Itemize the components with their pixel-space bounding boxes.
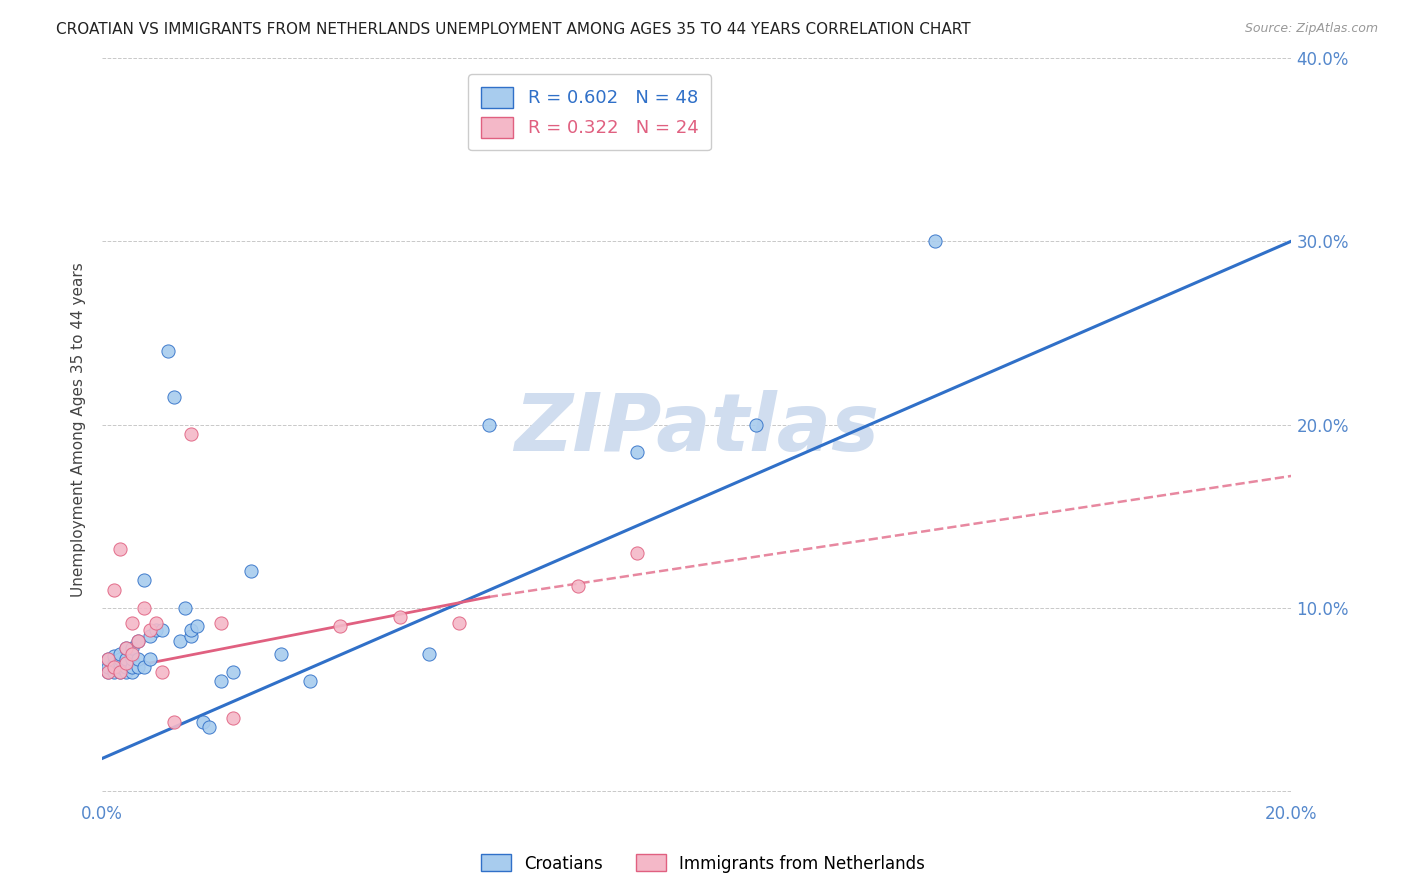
Point	[115, 656, 138, 670]
Point	[924, 234, 946, 248]
Point	[162, 390, 184, 404]
Point	[180, 426, 202, 441]
Point	[145, 623, 167, 637]
Point	[222, 711, 245, 725]
Point	[626, 445, 648, 459]
Point	[103, 582, 125, 597]
Point	[108, 656, 131, 670]
Text: CROATIAN VS IMMIGRANTS FROM NETHERLANDS UNEMPLOYMENT AMONG AGES 35 TO 44 YEARS C: CROATIAN VS IMMIGRANTS FROM NETHERLANDS …	[56, 22, 972, 37]
Point	[169, 634, 191, 648]
Point	[97, 665, 120, 680]
Point	[108, 542, 131, 557]
Point	[121, 615, 143, 630]
Point	[121, 665, 143, 680]
Point	[127, 634, 149, 648]
Legend: R = 0.602   N = 48, R = 0.322   N = 24: R = 0.602 N = 48, R = 0.322 N = 24	[468, 74, 711, 150]
Point	[121, 641, 143, 656]
Point	[239, 564, 262, 578]
Point	[108, 659, 131, 673]
Point	[567, 579, 589, 593]
Point	[174, 601, 197, 615]
Point	[103, 665, 125, 680]
Point	[150, 665, 173, 680]
Point	[139, 652, 162, 666]
Point	[193, 714, 215, 729]
Point	[121, 652, 143, 666]
Point	[108, 652, 131, 666]
Point	[121, 659, 143, 673]
Point	[127, 634, 149, 648]
Point	[108, 665, 131, 680]
Point	[388, 610, 411, 624]
Point	[186, 619, 208, 633]
Point	[115, 652, 138, 666]
Point	[115, 641, 138, 656]
Point	[132, 574, 155, 588]
Point	[329, 619, 352, 633]
Point	[209, 615, 232, 630]
Point	[222, 665, 245, 680]
Point	[139, 623, 162, 637]
Point	[97, 659, 120, 673]
Point	[103, 648, 125, 663]
Point	[127, 659, 149, 673]
Point	[162, 714, 184, 729]
Legend: Croatians, Immigrants from Netherlands: Croatians, Immigrants from Netherlands	[474, 847, 932, 880]
Point	[626, 546, 648, 560]
Point	[180, 628, 202, 642]
Point	[97, 652, 120, 666]
Point	[145, 615, 167, 630]
Point	[103, 656, 125, 670]
Point	[132, 601, 155, 615]
Point	[270, 647, 292, 661]
Point	[139, 628, 162, 642]
Point	[108, 647, 131, 661]
Point	[115, 641, 138, 656]
Point	[156, 344, 179, 359]
Point	[97, 652, 120, 666]
Point	[447, 615, 470, 630]
Point	[132, 659, 155, 673]
Point	[115, 659, 138, 673]
Point	[103, 659, 125, 673]
Point	[478, 417, 501, 432]
Point	[103, 659, 125, 673]
Point	[209, 674, 232, 689]
Point	[97, 665, 120, 680]
Point	[180, 623, 202, 637]
Point	[127, 652, 149, 666]
Point	[418, 647, 440, 661]
Point	[150, 623, 173, 637]
Point	[299, 674, 322, 689]
Text: Source: ZipAtlas.com: Source: ZipAtlas.com	[1244, 22, 1378, 36]
Point	[745, 417, 768, 432]
Point	[198, 720, 221, 734]
Point	[108, 665, 131, 680]
Text: ZIPatlas: ZIPatlas	[515, 390, 879, 468]
Y-axis label: Unemployment Among Ages 35 to 44 years: Unemployment Among Ages 35 to 44 years	[72, 261, 86, 597]
Point	[121, 647, 143, 661]
Point	[115, 665, 138, 680]
